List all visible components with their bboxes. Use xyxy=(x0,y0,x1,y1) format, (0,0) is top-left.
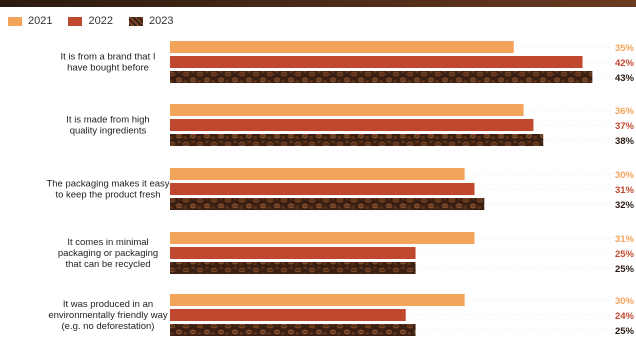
bar-2022 xyxy=(170,247,416,259)
category-label-line: It was produced in an xyxy=(63,299,153,310)
bar-2023 xyxy=(170,262,416,274)
value-label-2023: 38% xyxy=(615,136,635,147)
bar-2021 xyxy=(170,294,465,306)
bar-2022 xyxy=(170,56,583,68)
legend-swatch-2021 xyxy=(8,16,22,26)
bar-2023 xyxy=(170,71,593,83)
value-label-2021: 31% xyxy=(615,234,635,245)
value-label-2022: 37% xyxy=(615,121,635,132)
value-label-2021: 36% xyxy=(615,106,635,117)
category-label-line: packaging or packaging xyxy=(58,248,158,259)
value-label-2022: 25% xyxy=(615,249,635,260)
legend-item-2021: 2021 xyxy=(8,15,52,27)
legend-label-2021: 2021 xyxy=(28,15,53,27)
legend-label-2023: 2023 xyxy=(148,15,174,27)
legend-swatch-2022 xyxy=(68,16,83,26)
value-label-2023: 25% xyxy=(615,326,635,337)
bar-2022 xyxy=(170,119,534,131)
category-label: It was produced in an environmentally fri… xyxy=(48,299,168,332)
value-label-2023: 32% xyxy=(615,200,635,211)
legend: 2021 2022 2023 xyxy=(8,15,173,27)
bar-2023 xyxy=(170,198,485,210)
bar-2021 xyxy=(170,168,465,180)
category-label-line: It comes in minimal xyxy=(67,237,148,248)
bar-2023 xyxy=(170,324,416,336)
legend-item-2023: 2023 xyxy=(128,15,174,27)
bar-2022 xyxy=(170,309,406,321)
category-label: The packaging makes it easy to keep the p… xyxy=(46,179,169,201)
value-label-2023: 43% xyxy=(615,73,635,84)
category-label: It is made from high quality ingredients xyxy=(66,115,149,137)
legend-swatch-2023 xyxy=(128,16,143,26)
category-label-line: that can be recycled xyxy=(65,259,150,270)
category-label-line: environmentally friendly way xyxy=(48,310,168,321)
category-label: It comes in minimal packaging or packagin… xyxy=(58,237,158,270)
legend-label-2022: 2022 xyxy=(88,15,113,27)
value-label-2021: 30% xyxy=(615,170,635,181)
top-strip xyxy=(0,0,636,7)
bar-2021 xyxy=(170,232,475,244)
bar-2023 xyxy=(170,134,544,146)
legend-item-2022: 2022 xyxy=(68,15,113,27)
value-label-2021: 30% xyxy=(615,296,635,307)
bar-2021 xyxy=(170,104,524,116)
category-label-line: It is from a brand that I xyxy=(60,52,155,63)
bar-2022 xyxy=(170,183,475,195)
category-label-line: have bought before xyxy=(67,63,149,74)
category-label-line: The packaging makes it easy xyxy=(46,179,169,190)
value-label-2022: 24% xyxy=(615,311,635,322)
value-label-2022: 42% xyxy=(615,58,635,69)
value-label-2022: 31% xyxy=(615,185,635,196)
category-label-line: It is made from high xyxy=(66,115,149,126)
bar-2021 xyxy=(170,41,514,53)
value-label-2023: 25% xyxy=(615,264,635,275)
value-label-2021: 35% xyxy=(615,43,635,54)
category-label-line: quality ingredients xyxy=(70,126,147,137)
category-label-line: to keep the product fresh xyxy=(55,190,160,201)
category-label-line: (e.g. no deforestation) xyxy=(62,321,155,332)
